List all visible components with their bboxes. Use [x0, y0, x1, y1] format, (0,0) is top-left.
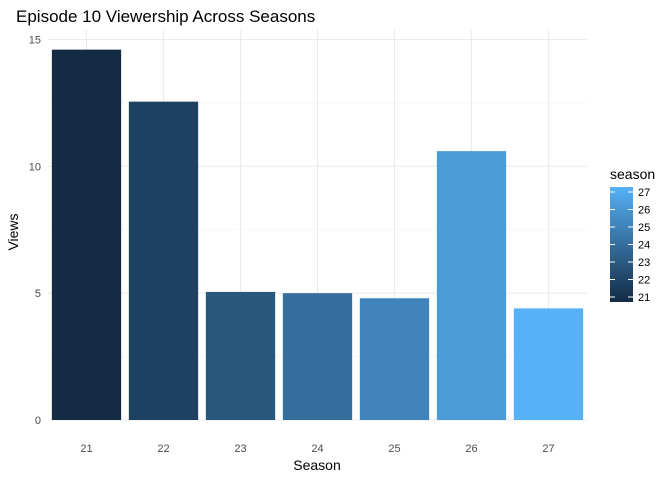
- legend-tick-label: 22: [638, 275, 650, 287]
- x-tick-label: 24: [311, 443, 323, 455]
- y-tick-label: 15: [29, 35, 41, 47]
- chart-title: Episode 10 Viewership Across Seasons: [16, 7, 315, 26]
- x-tick-label: 26: [465, 443, 477, 455]
- x-axis-title: Season: [293, 457, 340, 473]
- bar-season-21: [51, 49, 122, 420]
- legend-colorbar: [610, 187, 633, 302]
- y-axis-title: Views: [5, 213, 21, 250]
- x-axis-ticks: 21 22 23 24 25 26 27: [80, 443, 554, 455]
- bar-season-25: [359, 298, 430, 420]
- legend-title: season: [610, 166, 655, 182]
- bars: [51, 49, 584, 421]
- x-tick-label: 27: [542, 443, 554, 455]
- y-tick-label: 0: [35, 415, 41, 427]
- x-tick-label: 25: [388, 443, 400, 455]
- bar-season-23: [205, 291, 276, 420]
- y-tick-label: 10: [29, 161, 41, 173]
- legend-tick-label: 26: [638, 205, 650, 217]
- y-axis-ticks: 0 5 10 15: [29, 35, 41, 428]
- bar-season-26: [436, 151, 507, 420]
- y-tick-label: 5: [35, 288, 41, 300]
- legend-tick-label: 21: [638, 292, 650, 304]
- x-tick-label: 21: [80, 443, 92, 455]
- legend-tick-label: 24: [638, 240, 650, 252]
- bar-season-24: [282, 293, 353, 420]
- x-tick-label: 22: [157, 443, 169, 455]
- legend-tick-label: 27: [638, 187, 650, 199]
- x-tick-label: 23: [234, 443, 246, 455]
- legend-ticks: 27 26 25 24 23 22 21: [610, 187, 650, 304]
- bar-season-27: [513, 308, 584, 420]
- legend: season 27 26 25 24 23 22 21: [610, 166, 655, 304]
- legend-tick-label: 25: [638, 222, 650, 234]
- legend-tick-label: 23: [638, 257, 650, 269]
- bar-season-22: [128, 101, 199, 421]
